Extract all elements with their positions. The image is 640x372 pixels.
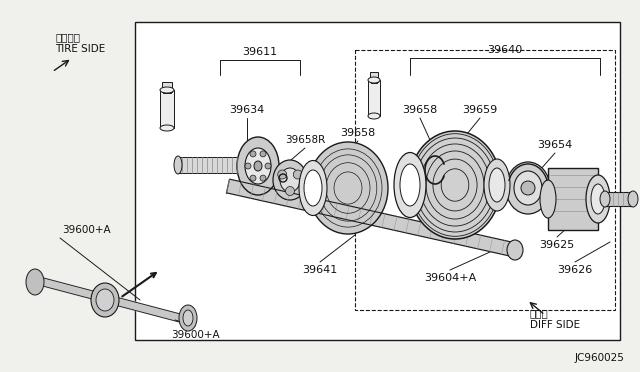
Text: 39600+A: 39600+A bbox=[62, 225, 111, 235]
Circle shape bbox=[521, 181, 535, 195]
Text: 39658: 39658 bbox=[403, 105, 438, 115]
Text: DIFF SIDE: DIFF SIDE bbox=[530, 320, 580, 330]
Text: TIRE SIDE: TIRE SIDE bbox=[55, 44, 105, 54]
Text: デフ側: デフ側 bbox=[530, 308, 548, 318]
Ellipse shape bbox=[368, 113, 380, 119]
Text: 39640: 39640 bbox=[488, 45, 523, 55]
Text: 39604+A: 39604+A bbox=[424, 273, 476, 283]
Ellipse shape bbox=[540, 180, 556, 218]
Ellipse shape bbox=[628, 191, 638, 207]
Bar bbox=[135, 22, 620, 340]
Text: 39600+A: 39600+A bbox=[171, 330, 220, 340]
Ellipse shape bbox=[394, 153, 426, 218]
Text: 39641: 39641 bbox=[302, 265, 338, 275]
Ellipse shape bbox=[591, 184, 605, 214]
Text: 39634: 39634 bbox=[229, 105, 264, 115]
Ellipse shape bbox=[160, 87, 174, 93]
Circle shape bbox=[278, 170, 287, 179]
Ellipse shape bbox=[26, 269, 44, 295]
Circle shape bbox=[260, 175, 266, 181]
Ellipse shape bbox=[489, 168, 505, 202]
Ellipse shape bbox=[183, 310, 193, 326]
Ellipse shape bbox=[600, 191, 610, 207]
Circle shape bbox=[285, 186, 294, 196]
Bar bbox=[368, 80, 380, 116]
Ellipse shape bbox=[514, 171, 542, 205]
Bar bbox=[370, 72, 378, 82]
Ellipse shape bbox=[299, 160, 327, 215]
Text: タイヤ側: タイヤ側 bbox=[55, 32, 80, 42]
Ellipse shape bbox=[245, 148, 271, 184]
Ellipse shape bbox=[96, 289, 114, 311]
Ellipse shape bbox=[160, 125, 174, 131]
Ellipse shape bbox=[400, 164, 420, 206]
Bar bbox=[605, 192, 633, 206]
Ellipse shape bbox=[507, 240, 523, 260]
Text: 39626: 39626 bbox=[557, 265, 593, 275]
Text: 39658: 39658 bbox=[340, 128, 376, 138]
Bar bbox=[160, 90, 174, 128]
Ellipse shape bbox=[308, 142, 388, 234]
Bar bbox=[163, 88, 171, 93]
Text: 39625: 39625 bbox=[540, 240, 575, 250]
Ellipse shape bbox=[237, 137, 279, 195]
Text: 39658R: 39658R bbox=[285, 135, 325, 145]
Bar bbox=[355, 50, 615, 310]
Polygon shape bbox=[27, 274, 196, 326]
Ellipse shape bbox=[368, 77, 380, 83]
Bar bbox=[178, 157, 258, 173]
Text: 39659: 39659 bbox=[462, 105, 498, 115]
Text: 39611: 39611 bbox=[243, 47, 278, 57]
Ellipse shape bbox=[484, 159, 510, 211]
Ellipse shape bbox=[304, 170, 322, 206]
Ellipse shape bbox=[409, 131, 501, 239]
Ellipse shape bbox=[273, 160, 307, 200]
Ellipse shape bbox=[254, 161, 262, 171]
Circle shape bbox=[250, 175, 256, 181]
Ellipse shape bbox=[179, 305, 197, 331]
Bar bbox=[548, 168, 598, 230]
Ellipse shape bbox=[174, 156, 182, 174]
Circle shape bbox=[260, 151, 266, 157]
Circle shape bbox=[250, 151, 256, 157]
Ellipse shape bbox=[280, 168, 300, 192]
Ellipse shape bbox=[91, 283, 119, 317]
Bar bbox=[162, 82, 172, 92]
Circle shape bbox=[265, 163, 271, 169]
Text: JC960025: JC960025 bbox=[575, 353, 625, 363]
Bar bbox=[371, 78, 377, 83]
Polygon shape bbox=[227, 179, 516, 257]
Ellipse shape bbox=[586, 175, 610, 223]
Circle shape bbox=[245, 163, 251, 169]
Text: 39654: 39654 bbox=[538, 140, 573, 150]
Circle shape bbox=[293, 170, 302, 179]
Ellipse shape bbox=[506, 162, 550, 214]
